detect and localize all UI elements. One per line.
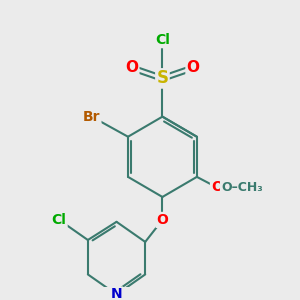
Text: Br: Br [83,110,101,124]
Text: Cl: Cl [52,213,67,227]
Text: O: O [125,60,138,75]
Text: N: N [111,287,122,300]
Text: O: O [187,60,200,75]
Text: O: O [157,213,168,227]
Text: O–CH₃: O–CH₃ [221,181,263,194]
Text: Cl: Cl [155,33,170,47]
Text: S: S [156,69,168,87]
Text: O: O [211,180,223,194]
